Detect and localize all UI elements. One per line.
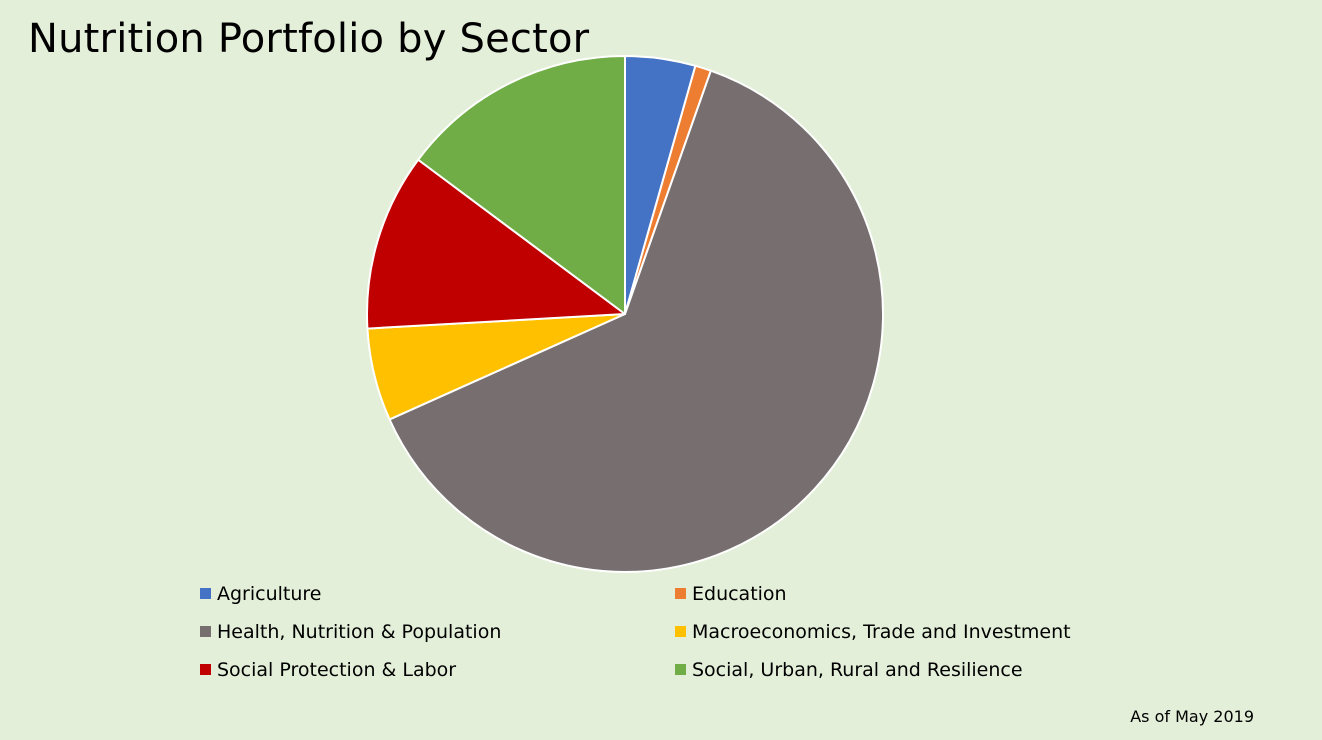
legend-label: Macroeconomics, Trade and Investment: [692, 620, 1071, 643]
legend-swatch: [200, 626, 211, 637]
legend-label: Agriculture: [217, 582, 322, 605]
pie-slice-social-urban-rural-and-resilience: [417, 55, 626, 315]
legend-label: Social Protection & Labor: [217, 658, 457, 681]
legend-label: Social, Urban, Rural and Resilience: [692, 658, 1023, 681]
legend-swatch: [675, 588, 686, 599]
legend-label: Education: [692, 582, 787, 605]
legend-item-agriculture: Agriculture: [200, 582, 675, 605]
legend-label: Health, Nutrition & Population: [217, 620, 502, 643]
chart-legend: Agriculture Education Health, Nutrition & …: [200, 582, 1120, 681]
pie-slice-social-protection-labor: [366, 158, 626, 330]
legend-swatch: [200, 664, 211, 675]
pie-slice-health-nutrition-population: [388, 69, 885, 573]
as-of-note: As of May 2019: [1130, 707, 1254, 726]
legend-item-social-urban-rural-and-resilience: Social, Urban, Rural and Resilience: [675, 658, 1120, 681]
chart-title: Nutrition Portfolio by Sector: [28, 16, 590, 62]
legend-item-social-protection-labor: Social Protection & Labor: [200, 658, 675, 681]
legend-item-macroeconomics-trade-and-investment: Macroeconomics, Trade and Investment: [675, 620, 1120, 643]
legend-item-education: Education: [675, 582, 1120, 605]
legend-item-health-nutrition-population: Health, Nutrition & Population: [200, 620, 675, 643]
legend-swatch: [675, 626, 686, 637]
legend-swatch: [200, 588, 211, 599]
legend-swatch: [675, 664, 686, 675]
